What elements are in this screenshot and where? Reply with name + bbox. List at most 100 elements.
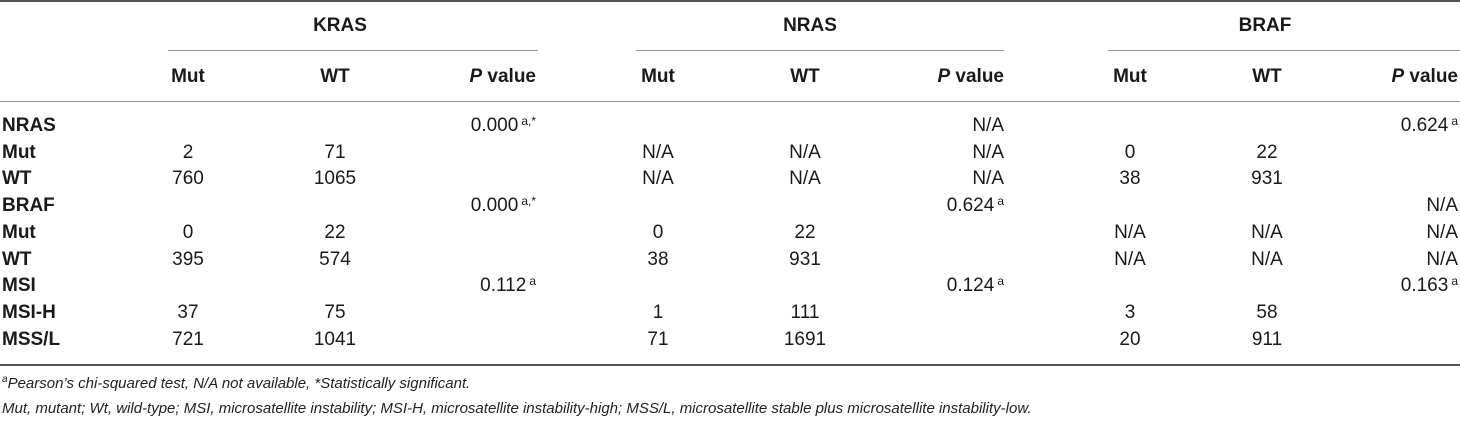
cell-value: 931: [1251, 168, 1283, 189]
table-cell: 0.112 a: [480, 274, 536, 297]
table-cell: 1691: [725, 329, 885, 351]
group-rule-kras: [168, 50, 538, 51]
table-cell: N/A: [1187, 222, 1347, 244]
cell-value: N/A: [642, 168, 674, 189]
cell-value: 22: [324, 222, 346, 243]
subheader-mut-kras: Mut: [171, 66, 205, 87]
footnote-1-marker: a: [2, 374, 8, 385]
footnote-1-text: Pearson’s chi-squared test, N/A not avai…: [7, 375, 471, 392]
cell-footnote-marker: a: [529, 274, 536, 288]
cell-value: 0.624: [1400, 115, 1449, 136]
table-cell: 0.163 a: [1400, 274, 1458, 297]
table-cell: N/A: [1187, 249, 1347, 271]
table-bottom-rule: [0, 364, 1460, 366]
row-label: WT: [2, 168, 32, 189]
table-cell: 760: [108, 168, 268, 190]
table-cell: 1: [578, 302, 738, 324]
cell-value: 911: [1251, 329, 1283, 350]
cell-value: 0.163: [1400, 275, 1449, 296]
table-cell: N/A: [972, 115, 1004, 137]
table-cell: N/A: [1426, 249, 1458, 271]
table-cell: 75: [255, 302, 415, 324]
table-cell: 1041: [255, 329, 415, 351]
table-cell: 574: [255, 249, 415, 271]
table-cell: N/A: [972, 142, 1004, 164]
row-label: MSS/L: [2, 329, 61, 350]
subheader-p-italic: P: [937, 66, 951, 87]
cell-footnote-marker: a,*: [521, 194, 536, 208]
cell-value: 0: [1124, 142, 1136, 163]
row-label: BRAF: [2, 195, 55, 216]
cell-value: 0.624: [946, 195, 995, 216]
table-cell: N/A: [578, 168, 738, 190]
cell-value: 0: [182, 222, 194, 243]
table-cell: N/A: [725, 142, 885, 164]
table-cell: 20: [1050, 329, 1210, 351]
cell-value: 71: [324, 142, 346, 163]
table-cell: N/A: [725, 168, 885, 190]
cell-value: N/A: [642, 142, 674, 163]
table-cell: 22: [725, 222, 885, 244]
cell-value: 1691: [783, 329, 827, 350]
cell-value: N/A: [972, 142, 1004, 163]
table-cell: 37: [108, 302, 268, 324]
cell-value: 22: [794, 222, 816, 243]
subheader-wt-kras: WT: [320, 66, 350, 87]
row-label: WT: [2, 249, 32, 270]
row-label: Mut: [2, 222, 36, 243]
cell-value: N/A: [1251, 222, 1283, 243]
subheader-p-value-nras: P value: [937, 66, 1004, 88]
table-cell: 0.000 a,*: [470, 114, 536, 137]
table-cell: 931: [725, 249, 885, 271]
subheader-p-italic: P: [469, 66, 483, 87]
cell-footnote-marker: a: [997, 274, 1004, 288]
table-cell: 22: [1187, 142, 1347, 164]
table-cell: 111: [725, 302, 885, 324]
cell-footnote-marker: a: [1451, 114, 1458, 128]
table-cell: N/A: [578, 142, 738, 164]
row-label: MSI-H: [2, 302, 56, 323]
subheader-p-rest: value: [1404, 66, 1458, 87]
cell-value: 0.000: [470, 115, 519, 136]
table-cell: 71: [578, 329, 738, 351]
cell-value: 931: [789, 249, 821, 270]
cell-value: 760: [172, 168, 204, 189]
table-cell: 71: [255, 142, 415, 164]
cell-value: N/A: [972, 115, 1004, 136]
cell-value: 1: [652, 302, 664, 323]
subheader-mut-braf: Mut: [1113, 66, 1147, 87]
table-cell: 0.624 a: [1400, 114, 1458, 137]
subheader-p-value-braf: P value: [1391, 66, 1458, 88]
cell-value: 395: [172, 249, 204, 270]
cell-value: 22: [1256, 142, 1278, 163]
cell-value: N/A: [1114, 222, 1146, 243]
cell-value: 3: [1124, 302, 1136, 323]
group-header-kras: KRAS: [313, 15, 367, 36]
table-cell: 721: [108, 329, 268, 351]
subheader-wt-braf: WT: [1252, 66, 1282, 87]
footnote-1: aPearson’s chi-squared test, N/A not ava…: [2, 374, 471, 393]
table-cell: 1065: [255, 168, 415, 190]
subheader-p-rest: value: [950, 66, 1004, 87]
group-header-nras: NRAS: [783, 15, 837, 36]
row-label: Mut: [2, 142, 36, 163]
cell-value: N/A: [789, 142, 821, 163]
header-rule: [0, 101, 1460, 102]
subheader-mut-nras: Mut: [641, 66, 675, 87]
cell-value: N/A: [1426, 222, 1458, 243]
cell-value: 574: [319, 249, 351, 270]
cell-value: 38: [1119, 168, 1141, 189]
table-cell: 2: [108, 142, 268, 164]
table-cell: 0.000 a,*: [470, 194, 536, 217]
subheader-p-italic: P: [1391, 66, 1405, 87]
table-cell: 395: [108, 249, 268, 271]
table-cell: 0: [108, 222, 268, 244]
row-label: NRAS: [2, 115, 56, 136]
row-label: MSI: [2, 275, 36, 296]
table-cell: N/A: [1426, 222, 1458, 244]
table-cell: 22: [255, 222, 415, 244]
table-cell: 58: [1187, 302, 1347, 324]
cell-value: 721: [172, 329, 204, 350]
cell-value: 0.000: [470, 195, 519, 216]
